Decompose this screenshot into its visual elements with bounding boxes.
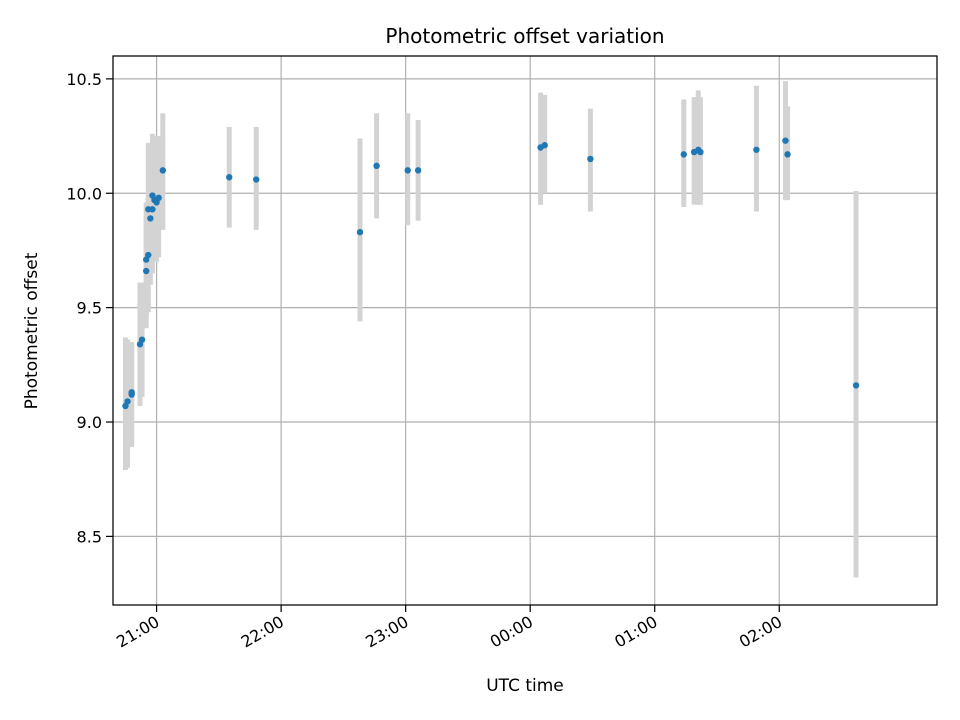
x-axis: 21:00 22:00 23:00 00:00 01:00 02:00 <box>113 605 785 652</box>
data-point <box>697 148 704 156</box>
y-axis: 8.5 9.0 9.5 10.0 10.5 <box>66 70 113 546</box>
data-point <box>414 167 422 174</box>
data-point <box>253 176 260 183</box>
data-point <box>404 167 411 174</box>
data-point <box>128 389 135 396</box>
x-tick-label: 00:00 <box>487 612 536 652</box>
data-point <box>680 151 687 158</box>
x-tick-label: 23:00 <box>362 612 411 652</box>
data-point <box>541 142 548 149</box>
data-point <box>226 174 233 181</box>
y-tick-label: 10.0 <box>66 184 102 203</box>
data-point <box>138 336 146 343</box>
x-axis-label: UTC time <box>486 676 564 696</box>
data-point <box>159 167 167 174</box>
data-point <box>587 155 594 163</box>
data-point <box>356 228 364 236</box>
data-point <box>784 151 791 158</box>
grid <box>113 56 937 605</box>
plot-frame <box>112 55 938 606</box>
data-points <box>122 137 860 410</box>
error-bars <box>122 81 859 578</box>
x-tick-label: 01:00 <box>611 612 660 652</box>
data-point <box>852 382 860 389</box>
data-point <box>782 137 789 144</box>
data-point <box>753 146 760 153</box>
y-axis-label: Photometric offset <box>22 252 42 409</box>
data-point <box>373 162 380 169</box>
data-point <box>155 194 162 202</box>
data-point <box>143 267 150 275</box>
y-tick-label: 9.5 <box>77 299 102 318</box>
x-tick-label: 21:00 <box>113 612 162 652</box>
chart-title: Photometric offset variation <box>385 24 664 48</box>
data-point <box>124 398 131 405</box>
x-tick-label: 02:00 <box>736 612 785 652</box>
y-tick-label: 8.5 <box>77 527 102 546</box>
data-point <box>149 206 156 213</box>
data-point <box>145 251 152 259</box>
x-tick-label: 22:00 <box>238 612 287 652</box>
y-tick-label: 9.0 <box>77 413 102 432</box>
data-point <box>147 215 154 222</box>
y-tick-label: 10.5 <box>66 70 102 89</box>
